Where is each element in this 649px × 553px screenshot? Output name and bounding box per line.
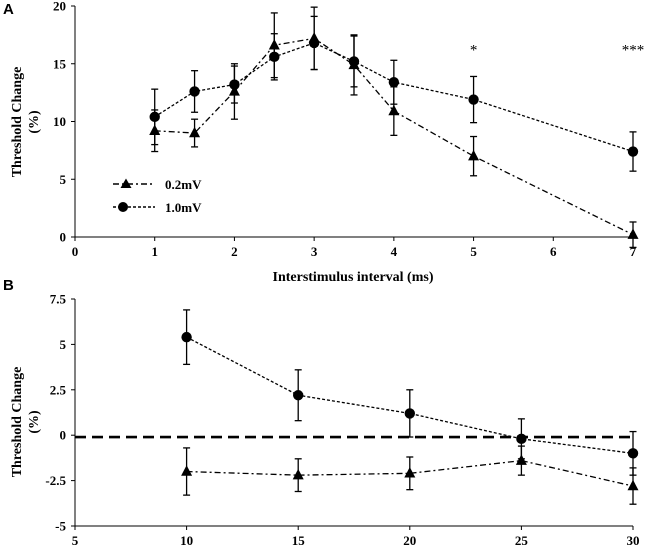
panel-b-series-1-0mv-point — [404, 408, 415, 419]
panel-a-series-1-0mv-point — [348, 56, 360, 67]
panel-b-series-1-0mv-point — [516, 433, 527, 445]
panel-a-x-tick-label: 4 — [391, 244, 398, 259]
panel-a-x-tick-label: 3 — [311, 244, 318, 259]
panel-b-series-0-2mv-point — [515, 454, 527, 465]
panel-a-letter: A — [3, 1, 14, 18]
panel-b-series-1-0mv — [181, 309, 639, 476]
panel-b-y-tick-label: 0 — [60, 428, 67, 443]
panel-b-series-1-0mv-line — [186, 336, 634, 455]
panel-b-series-1-0mv-point — [627, 448, 639, 459]
panel-b-x-tick-label: 10 — [180, 533, 193, 548]
panel-a-y-tick-label: 10 — [53, 114, 66, 129]
panel-b-y-tick-label: 5 — [60, 337, 67, 352]
panel-b-series-0-2mv-point — [627, 479, 639, 491]
panel-a-x-tick-label: 6 — [550, 244, 557, 259]
panel-a-y-tick-label: 15 — [53, 56, 67, 71]
panel-a-significance-annotation: * — [470, 43, 478, 59]
panel-b: B Threshold Change (%) — [3, 277, 42, 477]
panel-a-y-title-line1: Threshold Change — [10, 67, 25, 178]
panel-a-y-title: Threshold Change (%) — [10, 67, 42, 178]
legend-triangle-marker — [120, 178, 132, 188]
panel-a: A Threshold Change (%) Interstimulus int… — [3, 1, 434, 285]
panel-a-series-0-2mv-point — [388, 104, 400, 116]
panel-b-series-0-2mv-point — [292, 468, 304, 480]
panel-a-series-0-2mv-point — [627, 228, 639, 239]
panel-b-series-0-2mv-line — [186, 459, 634, 487]
panel-a-series-1-0mv-point — [308, 37, 320, 49]
panel-a-series-1-0mv-point — [388, 77, 400, 88]
panel-b-series-0-2mv-point — [404, 467, 416, 478]
legend-entry-0-2mv: 0.2mV — [113, 177, 202, 192]
panel-b-plot: -5 -2.5 0 2.5 5 7.5 5 10 15 20 25 30 — [45, 292, 639, 549]
panel-b-series-1-0mv-point — [181, 331, 192, 343]
panel-b-y-tick-label: 2.5 — [50, 382, 67, 397]
panel-b-y-title: Threshold Change (%) — [10, 367, 42, 478]
legend-entry-1-0mv: 1.0mV — [113, 200, 202, 215]
panel-b-x-tick-label: 25 — [515, 533, 529, 548]
panel-a-series-1-0mv-point — [468, 94, 479, 105]
panel-a-x-tick-label: 2 — [231, 244, 238, 259]
panel-a-significance-annotation: *** — [622, 43, 645, 59]
panel-a-series-1-0mv — [149, 15, 639, 172]
panel-a-series-1-0mv-point — [229, 79, 240, 90]
panel-a-x-tick-label: 0 — [72, 244, 79, 259]
panel-b-y-title-line1: Threshold Change — [10, 367, 25, 478]
panel-a-series-1-0mv-point — [627, 146, 639, 157]
panel-a-y-tick-label: 0 — [60, 230, 67, 245]
panel-a-x-tick-label: 5 — [470, 244, 477, 259]
panel-b-x-tick-label: 5 — [72, 533, 79, 548]
legend-label-1-0mv: 1.0mV — [165, 200, 202, 215]
panel-a-series-0-2mv-point — [189, 126, 201, 138]
panel-b-y-tick-label: -5 — [55, 519, 66, 534]
legend-label-0-2mv: 0.2mV — [165, 177, 202, 192]
panel-b-series-0-2mv-point — [181, 465, 193, 476]
panel-b-y-tick-label: -2.5 — [45, 473, 66, 488]
panel-a-y-title-line2: (%) — [27, 110, 42, 134]
panel-b-series-1-0mv-point — [293, 390, 304, 401]
panel-b-x-tick-label: 15 — [292, 533, 306, 548]
panel-b-x-tick-label: 20 — [403, 533, 416, 548]
panel-a-y-tick-label: 20 — [53, 0, 66, 14]
panel-a-x-tick-label: 1 — [151, 244, 158, 259]
panel-b-series-0-2mv — [181, 445, 639, 505]
panel-a-series-0-2mv — [149, 6, 639, 249]
panel-b-x-tick-label: 30 — [627, 533, 640, 548]
panel-a-series-1-0mv-point — [189, 86, 200, 97]
panel-a-x-tick-label: 7 — [630, 244, 637, 259]
panel-a-series-1-0mv-line — [154, 42, 634, 153]
panel-b-y-tick-label: 7.5 — [50, 292, 67, 307]
legend: 0.2mV 1.0mV — [113, 177, 202, 215]
panel-a-x-title: Interstimulus interval (ms) — [273, 270, 434, 285]
panel-a-series-1-0mv-point — [149, 111, 160, 123]
panel-a-y-tick-label: 5 — [60, 172, 67, 187]
panel-b-letter: B — [3, 277, 14, 294]
legend-circle-marker — [118, 202, 128, 212]
panel-b-y-title-line2: (%) — [27, 410, 42, 434]
panel-a-series-0-2mv-point — [468, 149, 480, 161]
panel-a-series-1-0mv-point — [269, 51, 280, 63]
